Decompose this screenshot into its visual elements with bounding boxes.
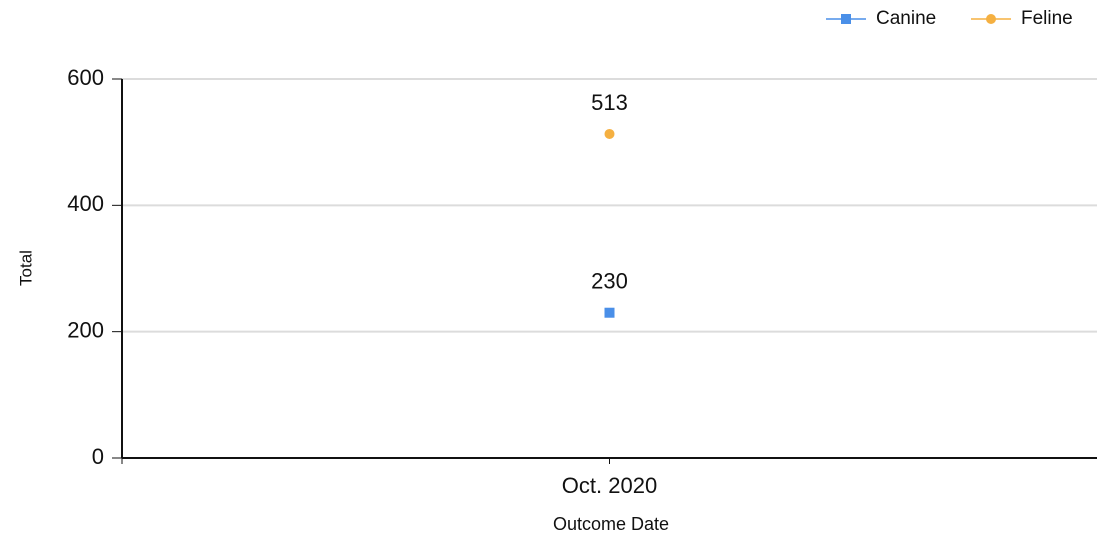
x-axis-label: Outcome Date — [553, 514, 669, 534]
data-point — [604, 307, 615, 318]
legend-marker — [986, 14, 996, 24]
y-tick-label: 0 — [92, 444, 104, 469]
x-tick-label: Oct. 2020 — [562, 473, 657, 498]
y-axis-label: Total — [16, 250, 35, 286]
legend-label: Feline — [1021, 8, 1073, 29]
data-label: 513 — [591, 90, 628, 115]
y-tick-label: 600 — [67, 65, 104, 90]
data-point — [604, 128, 615, 139]
y-tick-label: 200 — [67, 317, 104, 342]
legend-label: Canine — [876, 8, 936, 29]
data-label: 230 — [591, 269, 628, 294]
legend-marker — [841, 14, 851, 24]
y-tick-label: 400 — [67, 191, 104, 216]
